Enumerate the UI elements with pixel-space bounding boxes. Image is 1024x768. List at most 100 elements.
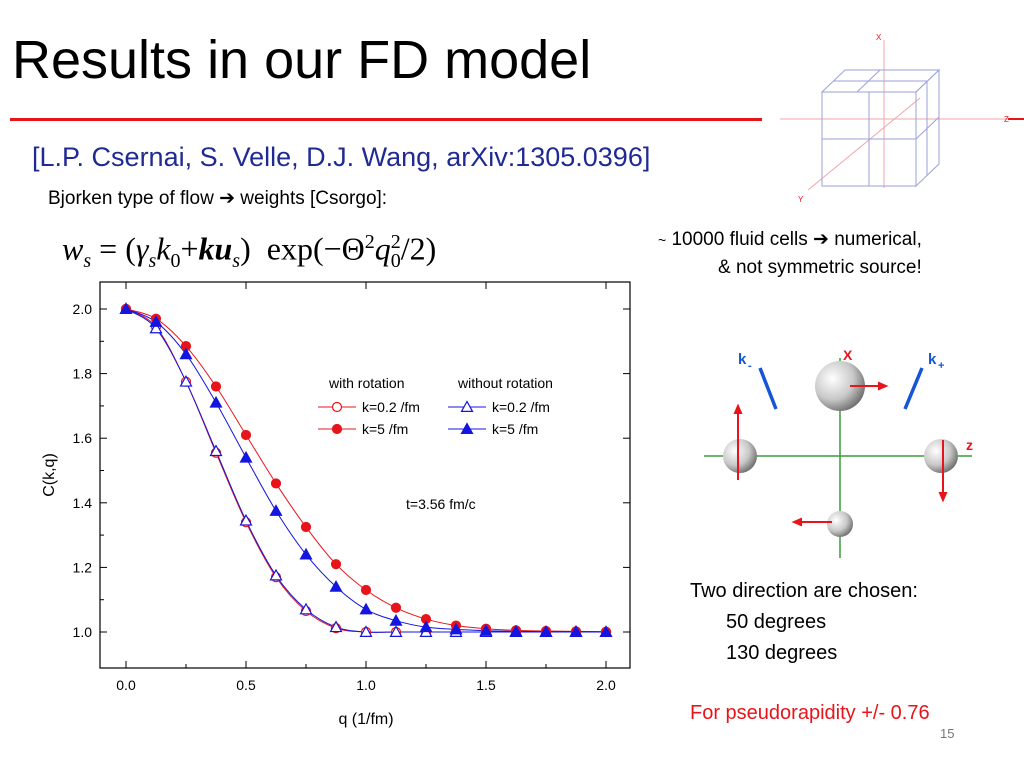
- right-arrow-icon: ➔: [813, 229, 829, 250]
- data-point: [179, 347, 193, 360]
- sphere-left: [723, 439, 757, 473]
- slide-title: Results in our FD model: [12, 30, 592, 90]
- arrowhead-left: [733, 403, 743, 414]
- data-point: [330, 559, 342, 570]
- data-point: [210, 381, 222, 392]
- legend-heading-without-rotation: without rotation: [457, 375, 553, 391]
- data-point: [509, 624, 523, 637]
- cube-wireframe: [820, 68, 941, 188]
- directions-note: Two direction are chosen: 50 degrees 130…: [690, 576, 918, 669]
- data-point: [239, 450, 253, 463]
- data-point: [449, 622, 463, 635]
- data-point: [599, 625, 613, 637]
- legend-marker: [331, 401, 343, 413]
- cube-axes: [780, 40, 1016, 191]
- fluid-cells-text: 10000 fluid cells: [666, 229, 814, 250]
- data-point: [479, 623, 493, 636]
- bjorken-text-start: Bjorken type of flow: [48, 188, 220, 209]
- sphere-bottom: [827, 511, 853, 537]
- data-point: [389, 625, 403, 637]
- data-point: [149, 321, 163, 334]
- data-point: [300, 521, 312, 533]
- y-tick-label: 1.8: [73, 366, 93, 382]
- right-arrow-icon: ➔: [219, 188, 236, 209]
- legend-marker: [460, 400, 474, 412]
- time-annotation: t=3.56 fm/c: [406, 496, 476, 512]
- y-tick-label: 1.2: [73, 559, 93, 575]
- fluid-cells-note: ~ 10000 fluid cells ➔ numerical, & not s…: [658, 226, 922, 282]
- cube-axis-x-label: X: [876, 33, 882, 42]
- axis-ticks: 0.0 0.5 1.0 1.5 2.0 1.0 1.2 1.4 1.6 1.8 2.0: [73, 282, 630, 693]
- reference-citation: [L.P. Csernai, S. Velle, D.J. Wang, arXi…: [32, 142, 651, 172]
- legend-entry: k=5 /fm: [492, 421, 538, 437]
- z-axis-label: z: [966, 437, 973, 453]
- data-point: [390, 602, 402, 613]
- collision-geometry-diagram: k - k + X z: [704, 347, 973, 558]
- title-underline: [10, 118, 762, 121]
- data-point: [329, 620, 343, 633]
- k-plus-label: k: [928, 351, 937, 368]
- legend-entry: k=5 /fm: [362, 421, 408, 437]
- cube-axis-y-label: Y: [798, 195, 804, 204]
- data-point: [269, 504, 283, 516]
- asymmetric-source-text: & not symmetric source!: [718, 257, 922, 278]
- data-point: [299, 547, 313, 560]
- data-point: [209, 444, 223, 457]
- data-point: [119, 302, 133, 315]
- data-point: [179, 374, 193, 387]
- cube-axis-z-label: Z: [1004, 115, 1009, 124]
- data-point: [389, 613, 403, 626]
- tilde-mark: ~: [658, 232, 667, 248]
- data-point: [360, 584, 372, 596]
- k-minus-label: k: [738, 351, 747, 368]
- data-point: [569, 624, 583, 637]
- data-point: [239, 513, 253, 526]
- cube-grid-diagram: X Z Y: [780, 33, 1024, 204]
- data-point: [149, 315, 163, 327]
- arrowhead-right: [938, 492, 948, 503]
- slide-number: 15: [940, 726, 955, 741]
- x-axis-title: q (1/fm): [338, 711, 393, 728]
- data-point: [209, 395, 223, 408]
- correlation-chart: 0.0 0.5 1.0 1.5 2.0 1.0 1.2 1.4 1.6 1.8 2.0 t=3.56…: [41, 281, 631, 728]
- y-tick-label: 1.4: [73, 495, 93, 511]
- data-point: [539, 624, 553, 637]
- k-plus-vector: [903, 367, 924, 410]
- data-point: [299, 602, 313, 615]
- weight-formula: ws = (γsk0+kus) exp(−Θ2q20/2): [62, 230, 437, 273]
- data-point: [329, 580, 343, 592]
- x-axis-label: X: [843, 347, 853, 363]
- legend-marker: [331, 423, 343, 435]
- data-point: [240, 429, 252, 441]
- data-point: [419, 620, 433, 633]
- series-markers: [119, 302, 613, 638]
- y-tick-label: 2.0: [73, 301, 93, 317]
- legend-marker: [460, 422, 474, 434]
- data-point: [359, 625, 373, 637]
- legend-entry: k=0.2 /fm: [362, 399, 420, 415]
- directions-heading: Two direction are chosen:: [690, 580, 918, 602]
- x-tick-label: 0.0: [116, 677, 136, 693]
- direction-130: 130 degrees: [726, 642, 838, 664]
- k-plus-subscript: +: [938, 360, 944, 372]
- pseudorapidity-note: For pseudorapidity +/- 0.76: [690, 702, 930, 724]
- chart-legend: k=0.2 /fm k=0.2 /fm k=5 /fm k=5 /fm: [318, 399, 550, 437]
- sphere-right: [924, 439, 958, 473]
- arrowhead-top: [878, 381, 889, 391]
- data-point: [270, 478, 282, 489]
- x-tick-label: 1.5: [476, 677, 496, 693]
- x-tick-label: 2.0: [596, 677, 616, 693]
- bjorken-text-end: weights [Csorgo]:: [235, 188, 388, 209]
- x-tick-label: 0.5: [236, 677, 256, 693]
- arrowhead-bottom: [791, 517, 802, 527]
- k-minus-vector: [758, 367, 778, 410]
- y-tick-label: 1.6: [73, 430, 93, 446]
- legend-entry: k=0.2 /fm: [492, 399, 550, 415]
- sphere-top: [815, 361, 865, 411]
- y-axis-title: C(k,q): [41, 453, 58, 497]
- x-tick-label: 1.0: [356, 677, 376, 693]
- numerical-text: numerical,: [828, 229, 922, 250]
- data-point: [359, 602, 373, 615]
- k-minus-subscript: -: [748, 360, 752, 372]
- data-point: [269, 568, 283, 581]
